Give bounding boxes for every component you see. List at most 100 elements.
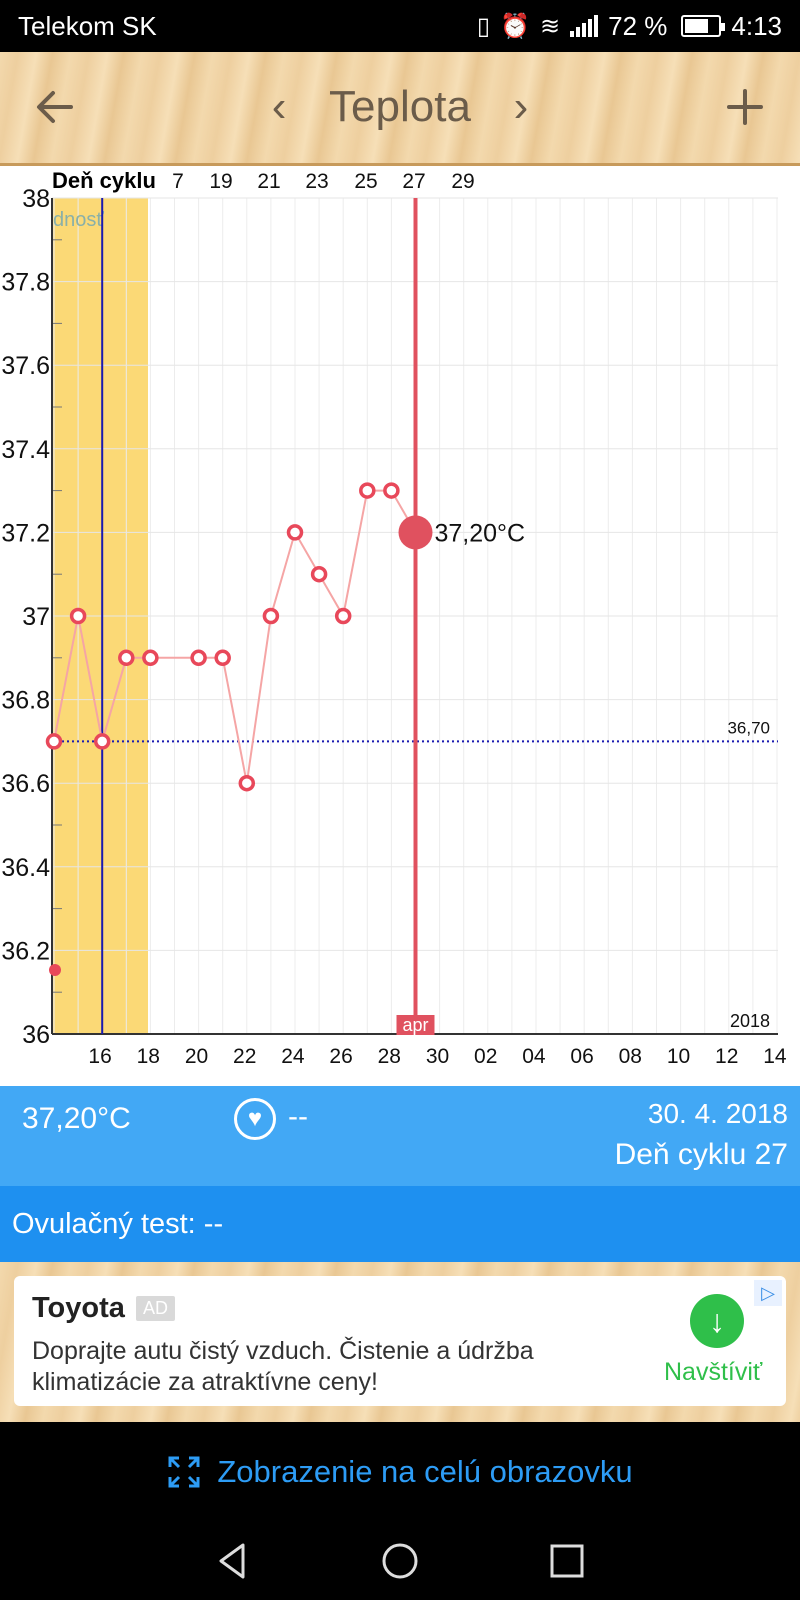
x-tick-label: 30 <box>426 1045 449 1068</box>
ovulation-test-label: Ovulačný test: -- <box>12 1207 224 1240</box>
selected-temperature: 37,20°C <box>22 1102 131 1135</box>
top-axis-label: Deň cyklu <box>52 169 156 193</box>
temperature-point <box>190 649 207 667</box>
nav-recents-icon[interactable] <box>537 1541 597 1581</box>
selected-temperature-point <box>398 515 433 550</box>
battery-icon <box>681 15 726 37</box>
heart-icon[interactable]: ♥ <box>234 1098 276 1140</box>
top-tick-label: 19 <box>209 170 232 193</box>
heart-value: -- <box>288 1100 308 1133</box>
temperature-point <box>359 482 376 499</box>
fertile-label: dnosť <box>53 209 104 231</box>
y-tick-label: 36.4 <box>1 854 50 882</box>
ad-cta-button[interactable]: Navštíviť <box>664 1358 763 1386</box>
month-label: apr <box>402 1015 428 1035</box>
ad-text: Doprajte autu čistý vzduch. Čistenie a ú… <box>32 1337 534 1396</box>
info-band: 37,20°C ♥ -- 30. 4. 2018 Deň cyklu 27 <box>0 1086 800 1186</box>
nav-home-icon[interactable] <box>370 1541 430 1581</box>
x-tick-label: 22 <box>233 1045 256 1068</box>
ad-card[interactable]: Toyota AD Doprajte autu čistý vzduch. Či… <box>14 1276 786 1406</box>
selected-date: 30. 4. 2018 <box>647 1098 788 1129</box>
y-tick-label: 37.6 <box>1 352 50 380</box>
temperature-point <box>310 565 328 583</box>
y-tick-label: 37.2 <box>1 519 50 547</box>
temperature-point <box>334 607 352 625</box>
x-tick-label: 18 <box>137 1045 160 1068</box>
ovulation-test-row[interactable]: Ovulačný test: -- <box>0 1186 800 1262</box>
add-button[interactable] <box>710 52 780 162</box>
y-tick-label: 36.6 <box>1 770 50 798</box>
alarm-icon: ⏰ <box>500 12 531 40</box>
title-switcher: ‹ Teplota › <box>0 52 800 162</box>
temperature-point <box>69 607 87 625</box>
carrier-name: Telekom SK <box>18 10 157 41</box>
chevron-right-icon[interactable]: › <box>513 82 529 131</box>
x-tick-label: 02 <box>474 1045 497 1068</box>
x-tick-label: 04 <box>522 1045 546 1068</box>
x-tick-label: 28 <box>378 1045 401 1068</box>
wifi-icon: ≋ <box>540 12 561 40</box>
x-tick-label: 26 <box>329 1045 352 1068</box>
top-tick-label: 7 <box>172 170 184 193</box>
top-tick-label: 21 <box>257 170 280 193</box>
ad-badge: AD <box>136 1296 176 1321</box>
temperature-chart[interactable]: 38 37.8 37.6 37.4 37.2 37 36.8 36.6 36.4 36.2 36 dn… <box>0 169 800 1086</box>
top-tick-label: 29 <box>451 170 474 193</box>
fullscreen-label: Zobrazenie na celú obrazovku <box>217 1454 633 1489</box>
top-tick-label: 27 <box>402 170 425 193</box>
x-tick-label: 06 <box>570 1045 593 1068</box>
y-tick-label: 37.8 <box>1 269 50 297</box>
cycle-day: Deň cyklu 27 <box>614 1138 788 1171</box>
top-tick-label: 25 <box>354 170 377 193</box>
temperature-point <box>383 482 400 499</box>
nav-back-icon[interactable] <box>203 1541 263 1581</box>
x-tick-label: 16 <box>88 1045 111 1068</box>
temperature-point <box>286 524 304 541</box>
status-icons: ▯ ⏰ ≋ 72 % 4:13 <box>477 11 782 42</box>
ad-banner: Toyota AD Doprajte autu čistý vzduch. Či… <box>0 1262 800 1422</box>
x-tick-label: 08 <box>619 1045 642 1068</box>
page-title: Teplota <box>329 82 471 131</box>
coverline-label: 36,70 <box>727 718 770 737</box>
back-button[interactable] <box>20 52 90 162</box>
x-tick-label: 14 <box>763 1045 787 1068</box>
expand-icon <box>168 1456 200 1488</box>
temperature-point <box>214 649 231 667</box>
ad-choices-icon[interactable]: ▷ <box>754 1280 782 1306</box>
y-tick-label: 36 <box>22 1021 50 1049</box>
temperature-point-offscreen <box>49 964 61 976</box>
battery-percent: 72 % <box>608 10 668 41</box>
chart-canvas[interactable]: 38 37.8 37.6 37.4 37.2 37 36.8 36.6 36.4 36.2 36 dn… <box>0 169 800 1086</box>
download-arrow-icon[interactable]: ↓ <box>690 1294 744 1348</box>
x-tick-label: 10 <box>667 1045 690 1068</box>
ad-brand: Toyota <box>32 1292 125 1324</box>
y-tick-label: 36.2 <box>1 937 50 965</box>
fullscreen-button[interactable]: Zobrazenie na celú obrazovku <box>0 1422 800 1522</box>
month-marker <box>396 1015 435 1035</box>
y-tick-label: 36.8 <box>1 687 50 715</box>
arrow-left-icon <box>37 91 73 123</box>
temperature-point <box>118 649 135 667</box>
status-bar: Telekom SK ▯ ⏰ ≋ 72 % 4:13 <box>0 0 800 52</box>
x-tick-label: 24 <box>281 1045 305 1068</box>
signal-icon <box>570 15 599 37</box>
x-tick-label: 20 <box>185 1045 208 1068</box>
temperature-point <box>93 733 111 750</box>
temperature-point <box>45 733 63 750</box>
y-tick-label: 37.4 <box>1 436 50 464</box>
y-tick-label: 37 <box>22 603 50 631</box>
battery-fill <box>685 19 709 33</box>
temperature-point <box>238 774 256 792</box>
top-tick-label: 23 <box>305 170 328 193</box>
temperature-point <box>142 649 159 667</box>
plus-icon <box>727 89 763 125</box>
clock: 4:13 <box>731 10 782 41</box>
selected-temperature-label: 37,20°C <box>435 519 526 547</box>
chevron-left-icon[interactable]: ‹ <box>271 82 287 131</box>
year-label: 2018 <box>730 1011 770 1031</box>
vibrate-icon: ▯ <box>476 12 491 40</box>
y-tick-label: 38 <box>22 185 50 213</box>
system-nav-bar <box>0 1522 800 1600</box>
temperature-point <box>262 607 280 625</box>
app-bar: ‹ Teplota › <box>0 52 800 166</box>
